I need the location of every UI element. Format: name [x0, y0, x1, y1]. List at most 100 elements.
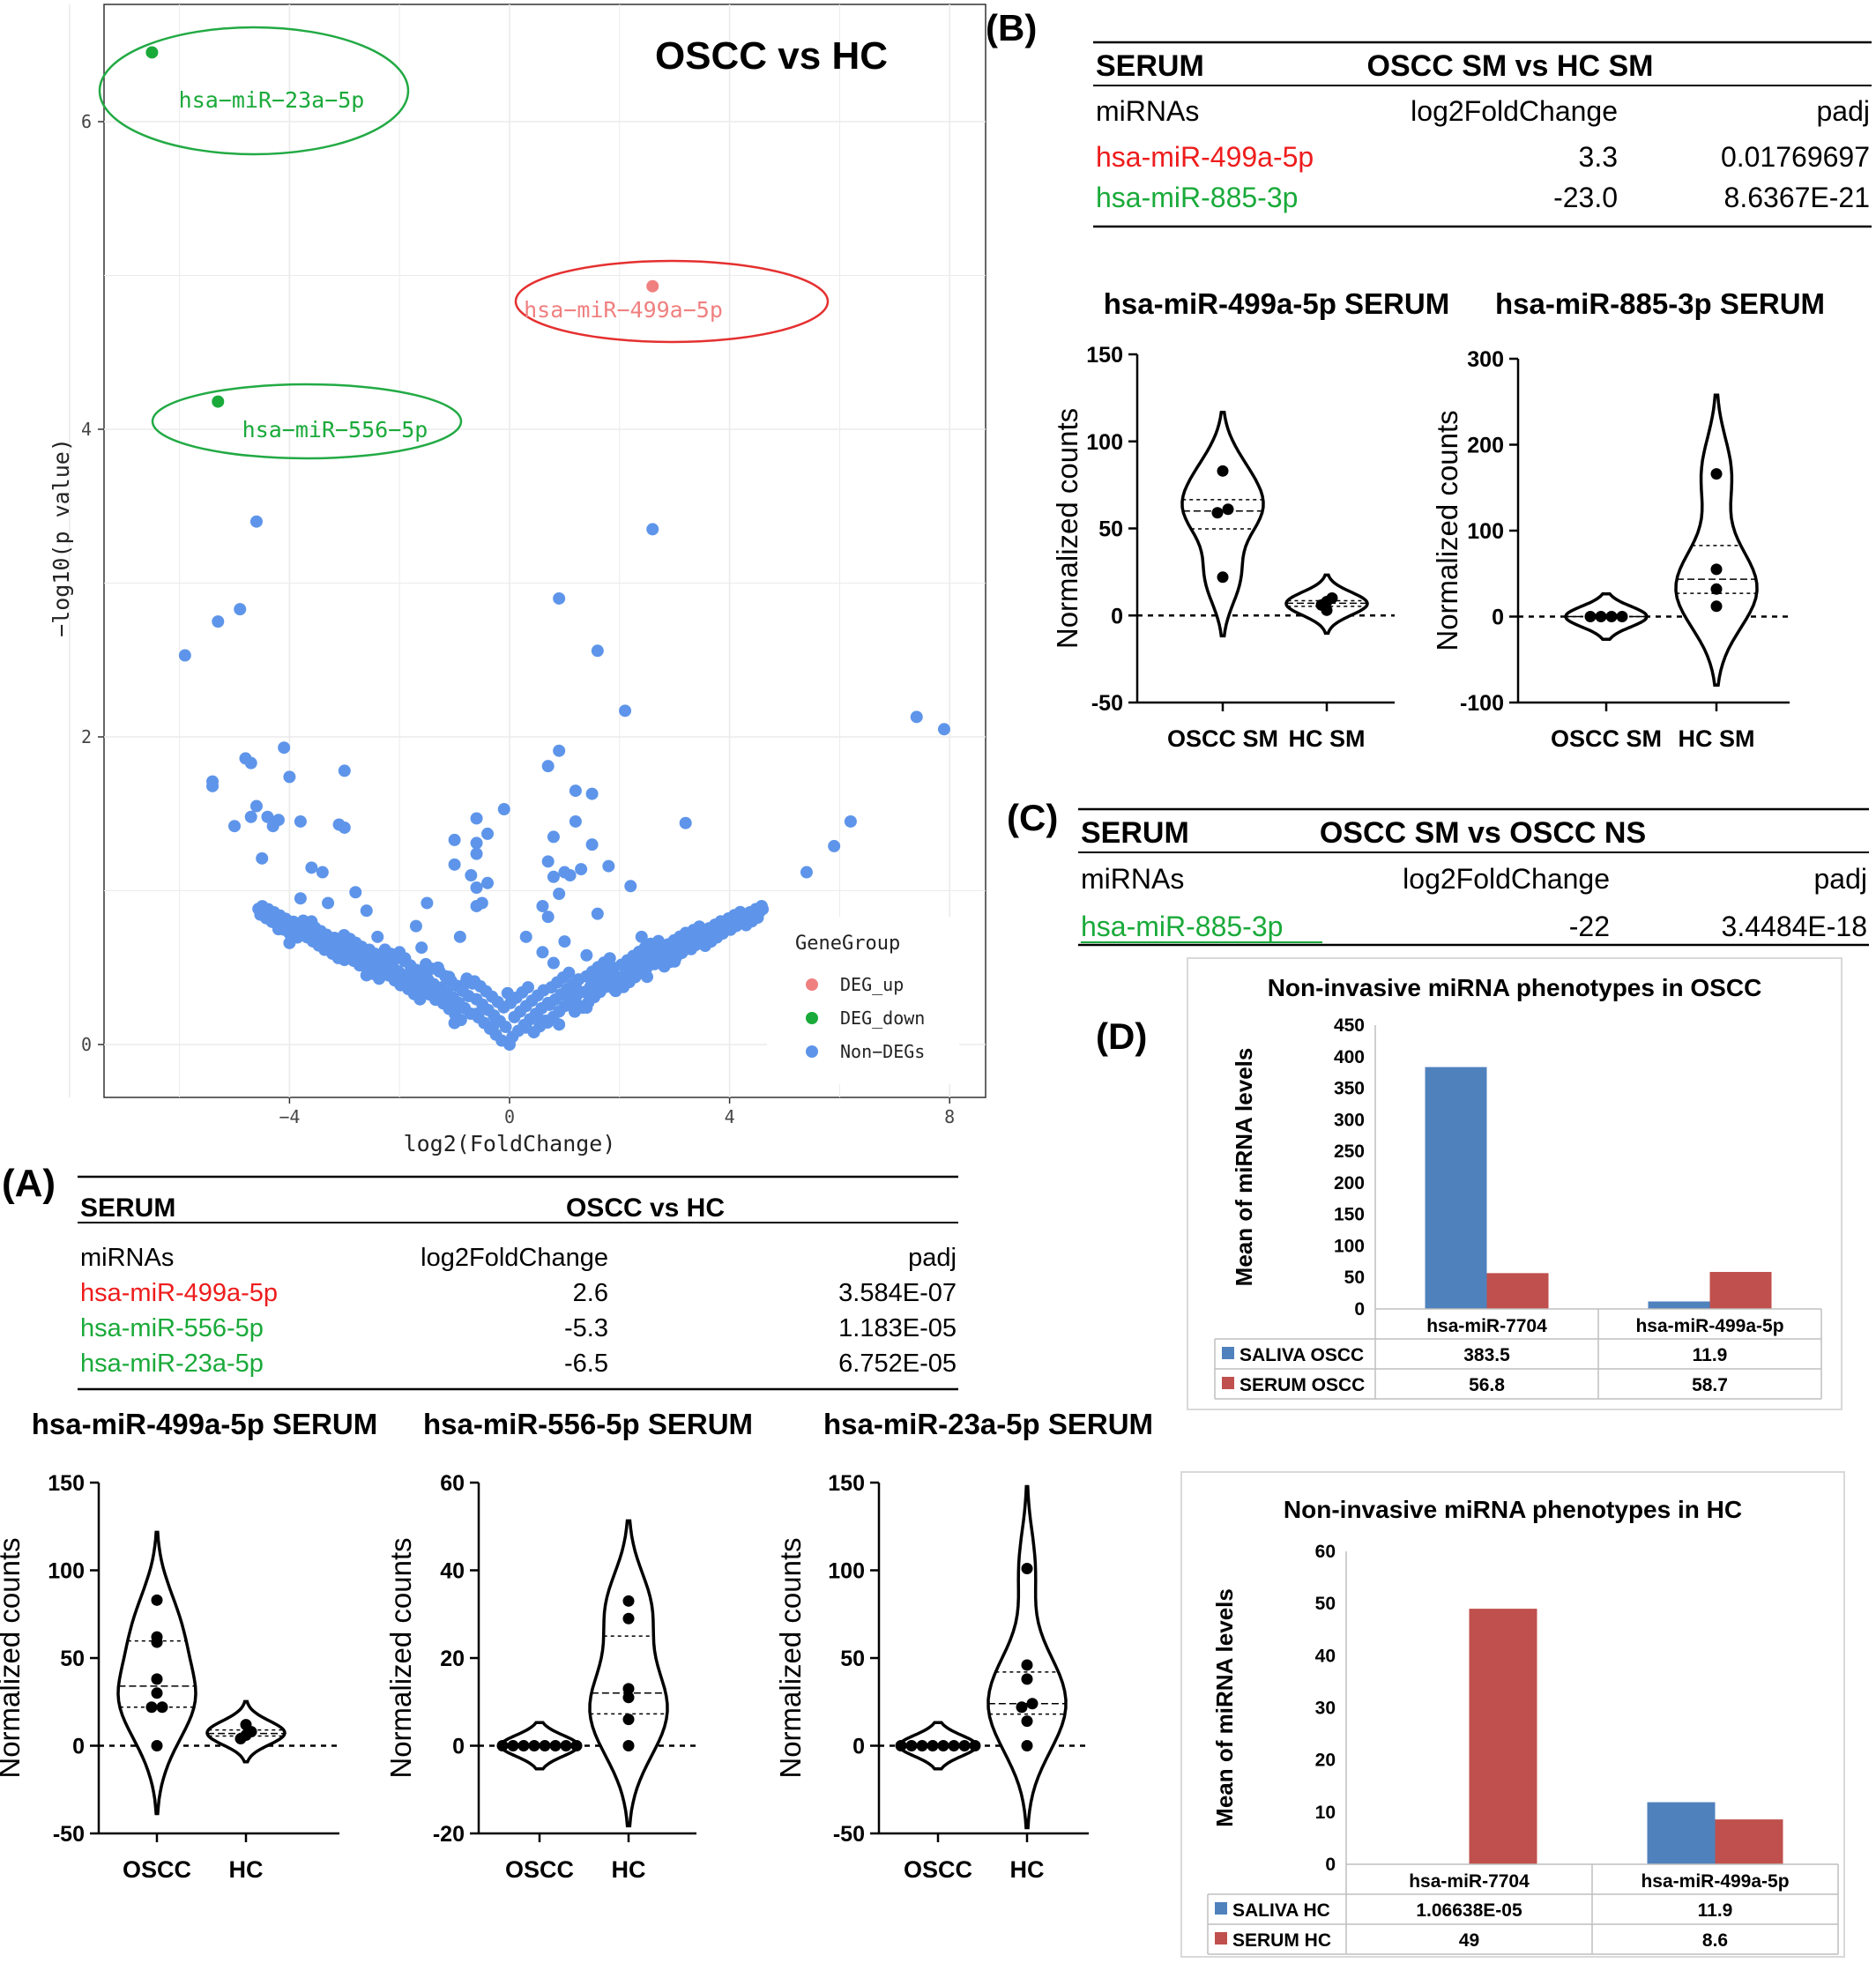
bar-table-value: 49 [1459, 1930, 1479, 1951]
volcano-point-label: hsa−miR−556−5p [242, 417, 428, 442]
violin-y-tick-label: 0 [1111, 604, 1123, 628]
volcano-point-nondeg [591, 967, 604, 980]
table-c: SERUM OSCC SM vs OSCC NS miRNAs log2FoldCha… [1078, 807, 1869, 947]
panel-label-b: (B) [986, 7, 1037, 48]
table-cell-lfc: 2.6 [573, 1279, 608, 1307]
volcano-point-nondeg [349, 886, 362, 899]
volcano-point-nondeg [685, 933, 698, 946]
table-cell-mirna: hsa-miR-556-5p [80, 1314, 264, 1342]
violin-data-point [622, 1595, 635, 1607]
violin-data-point [507, 1740, 519, 1751]
violin-data-point [151, 1631, 163, 1643]
violin-data-point [927, 1740, 939, 1751]
volcano-point-nondeg [453, 1000, 466, 1013]
volcano-point-nondeg [427, 978, 440, 991]
bar-chart-title: Non-invasive miRNA phenotypes in HC [1284, 1496, 1742, 1523]
violin-y-tick-label: 20 [440, 1647, 465, 1671]
table-cell-padj: 0.01769697 [1721, 141, 1870, 173]
volcano-point-nondeg [261, 810, 274, 823]
bar-chart-y-tick-label: 10 [1315, 1803, 1336, 1823]
table-title-left: SERUM [1081, 816, 1189, 850]
bar-legend-swatch [1222, 1347, 1234, 1359]
volcano-point-nondeg [360, 904, 373, 918]
volcano-legend-label: DEG_down [840, 1008, 925, 1029]
volcano-annotations: hsa−miR−23a−5p hsa−miR−499a−5p hsa−miR−556… [98, 26, 830, 460]
volcano-point-nondeg [668, 955, 681, 968]
violin-data-point [145, 1701, 158, 1714]
volcano-legend-marker [806, 978, 818, 991]
violin-data-point [1021, 1715, 1033, 1728]
violin-shape [986, 1484, 1068, 1830]
volcano-point-nondeg [531, 1008, 544, 1022]
bar [1709, 1271, 1772, 1309]
violin-data-point [622, 1740, 635, 1751]
violin-y-tick-label: -50 [1091, 691, 1123, 716]
volcano-point-nondeg [360, 969, 373, 982]
volcano-point-nondeg [415, 979, 428, 993]
volcano-point-nondeg [465, 869, 478, 882]
table-cell-padj: 3.584E-07 [838, 1279, 957, 1307]
violin-y-tick-label: 100 [1086, 430, 1123, 455]
volcano-point-nondeg [657, 958, 670, 971]
volcano-legend-label: Non−DEGs [840, 1041, 925, 1062]
violin-plot: hsa-miR-499a-5p SERUM Normalized counts -5… [1051, 287, 1449, 752]
volcano-x-tick-label: 8 [944, 1106, 955, 1127]
violin-data-point [517, 1740, 530, 1751]
violin-y-tick-label: 50 [60, 1647, 85, 1671]
volcano-point-nondeg [756, 903, 770, 916]
table-cell-lfc: -22 [1569, 911, 1610, 942]
bar-chart-category-label: hsa-miR-7704 [1426, 1316, 1547, 1336]
violin-title: hsa-miR-499a-5p SERUM [32, 1408, 377, 1440]
volcano-point-nondeg [338, 821, 351, 834]
table-cell-mirna: hsa-miR-499a-5p [80, 1279, 278, 1307]
volcano-point-nondeg [322, 896, 335, 910]
violin-data-point [1710, 563, 1723, 576]
volcano-point-nondeg [541, 760, 555, 773]
volcano-x-axis-label: log2(FoldChange) [404, 1131, 616, 1156]
violin-x-tick-label: HC [612, 1856, 646, 1883]
violin-data-point [151, 1594, 163, 1606]
bar-chart-y-tick-label: 100 [1334, 1236, 1365, 1256]
violin-y-tick-label: 300 [1467, 347, 1504, 372]
violin-x-tick-label: HC [1010, 1856, 1045, 1883]
table-cell-mirna: hsa-miR-885-3p [1096, 182, 1298, 213]
violin-data-point [1211, 507, 1224, 519]
bar-table-value: 1.06638E-05 [1416, 1900, 1522, 1921]
violin-y-tick-label: 50 [840, 1647, 865, 1671]
table-cell-padj: 8.6367E-21 [1724, 182, 1870, 213]
volcano-x-tick-label: 4 [725, 1106, 735, 1127]
volcano-point-nondeg [646, 523, 659, 536]
volcano-highlight-ellipse [514, 259, 830, 344]
violin-data-point [622, 1683, 635, 1695]
violin-y-tick-label: 50 [1098, 517, 1123, 542]
volcano-point-nondeg [602, 859, 615, 873]
volcano-point-nondeg [580, 1001, 593, 1015]
violin-data-point [1222, 503, 1234, 516]
table-title-center: OSCC vs HC [566, 1193, 725, 1223]
violin-data-point [895, 1740, 907, 1751]
volcano-point-nondeg [443, 970, 456, 984]
volcano-point-nondeg [745, 911, 758, 924]
volcano-point-nondeg [470, 837, 483, 850]
violin-data-point [539, 1740, 551, 1751]
table-title-left: SERUM [1096, 49, 1204, 83]
volcano-point-nondeg [504, 996, 517, 1009]
violin-data-point [156, 1701, 168, 1714]
table-header-mirna: miRNAs [1096, 95, 1199, 127]
violin-plot: hsa-miR-556-5p SERUM Normalized counts -20… [384, 1408, 753, 1883]
volcano-point-nondeg [553, 887, 566, 900]
volcano-point-nondeg [569, 814, 582, 828]
volcano-point-nondeg [327, 946, 340, 959]
bar-chart-y-tick-label: 200 [1334, 1173, 1365, 1193]
table-cell-padj: 1.183E-05 [838, 1314, 957, 1342]
volcano-y-tick-label: 4 [81, 419, 92, 440]
bar-chart-y-tick-label: 350 [1334, 1079, 1365, 1099]
volcano-legend-marker [806, 1045, 818, 1058]
volcano-point-nondeg [272, 923, 285, 936]
volcano-legend-marker [806, 1012, 818, 1024]
volcano-point-nondeg [585, 838, 599, 851]
volcano-legend-label: DEG_up [840, 974, 904, 995]
volcano-point-nondeg [591, 644, 604, 658]
volcano-point-nondeg [910, 710, 923, 724]
bar-legend-label: SALIVA HC [1232, 1900, 1330, 1921]
